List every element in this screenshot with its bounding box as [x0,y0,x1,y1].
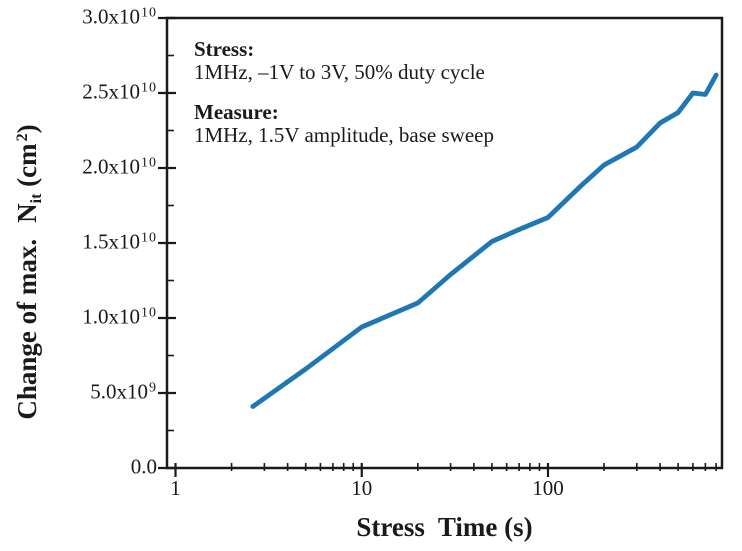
measure-annotation-title: Measure: [194,100,279,124]
y-axis-title-unit-open: (cm [12,143,42,194]
y-axis-title-prefix: Change of max. [12,238,42,420]
stress-annotation-title: Stress: [194,37,255,61]
y-axis-title: Change of max. Nit (cm2) [12,72,52,472]
x-tick-label: 100 [532,476,564,500]
y-tick-label: 5.0x109 [90,379,157,404]
y-axis-title-symbol: N [12,203,42,223]
y-tick-label: 1.5x1010 [82,229,157,254]
y-axis-title-unit-close: ) [12,124,42,134]
x-axis-title: Stress Time (s) [356,512,533,542]
y-tick-label: 3.0x1010 [82,4,157,29]
y-tick-label: 0.0 [130,454,157,479]
x-tick-label: 10 [351,476,373,500]
y-tick-label: 2.5x1010 [82,79,157,104]
y-axis-title-unit-exponent: 2 [14,133,31,142]
annotation-block: Stress: 1MHz, –1V to 3V, 50% duty cycle … [194,38,494,147]
measure-annotation-detail: 1MHz, 1.5V amplitude, base sweep [194,123,494,147]
y-tick-label: 2.0x1010 [82,154,157,179]
y-tick-label: 1.0x1010 [82,304,157,329]
x-tick-label: 1 [170,476,181,500]
stress-annotation-detail: 1MHz, –1V to 3V, 50% duty cycle [194,60,485,84]
y-axis-title-symbol-sub: it [28,193,45,204]
data-line [250,72,719,409]
